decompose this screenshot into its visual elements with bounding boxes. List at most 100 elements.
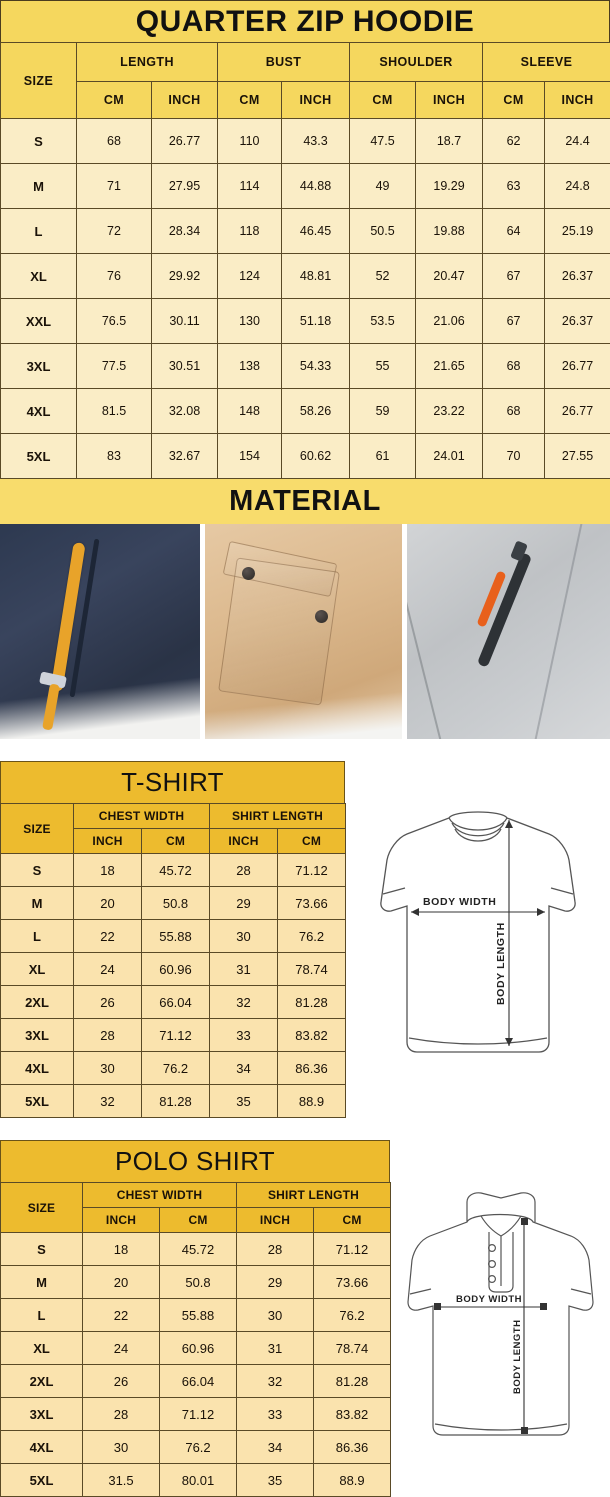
tshirt-row-size: 3XL [1,1019,74,1052]
polo-header-unit-3: CM [314,1208,391,1233]
tshirt-cell: 33 [210,1019,278,1052]
hoodie-cell: 77.5 [77,344,152,389]
hoodie-cell: 32.08 [152,389,218,434]
tshirt-row-size: 2XL [1,986,74,1019]
tshirt-cell: 28 [210,854,278,887]
hoodie-cell: 51.18 [282,299,350,344]
hoodie-cell: 32.67 [152,434,218,479]
tshirt-header-size: SIZE [1,804,74,854]
hoodie-cell: 118 [218,209,282,254]
polo-cell: 55.88 [160,1299,237,1332]
hoodie-cell: 70 [483,434,545,479]
tshirt-row-size: XL [1,953,74,986]
hoodie-header-unit-1: INCH [152,82,218,119]
hoodie-row-size: 4XL [1,389,77,434]
tshirt-cell: 71.12 [278,854,346,887]
polo-cell: 71.12 [314,1233,391,1266]
grey-fleece-orange-zip-photo [407,524,610,739]
polo-row-size: L [1,1299,83,1332]
tshirt-cell: 60.96 [142,953,210,986]
polo-cell: 81.28 [314,1365,391,1398]
polo-cell: 32 [237,1365,314,1398]
polo-cell: 35 [237,1464,314,1497]
hoodie-header-group-length: LENGTH [77,43,218,82]
tshirt-title: T-SHIRT [0,761,345,803]
tshirt-cell: 18 [74,854,142,887]
polo-cell: 33 [237,1398,314,1431]
tshirt-table-head: SIZE CHEST WIDTH SHIRT LENGTH INCH CM IN… [1,804,346,854]
tshirt-cell: 73.66 [278,887,346,920]
polo-cell: 50.8 [160,1266,237,1299]
polo-section: POLO SHIRT SIZE CHEST WIDTH SHIRT LENGTH… [0,1140,610,1497]
hoodie-cell: 46.45 [282,209,350,254]
tshirt-cell: 22 [74,920,142,953]
hoodie-row-size: 3XL [1,344,77,389]
hoodie-cell: 27.55 [545,434,610,479]
polo-cell: 30 [83,1431,160,1464]
hoodie-header-group-bust: BUST [218,43,350,82]
polo-cell: 26 [83,1365,160,1398]
tshirt-cell: 81.28 [278,986,346,1019]
polo-cell: 18 [83,1233,160,1266]
polo-cell: 29 [237,1266,314,1299]
hoodie-cell: 30.11 [152,299,218,344]
tshirt-cell: 35 [210,1085,278,1118]
hoodie-cell: 76.5 [77,299,152,344]
hoodie-row-size: M [1,164,77,209]
polo-illustration: BODY WIDTH BODY LENGTH [393,1176,608,1461]
polo-group-header-row: SIZE CHEST WIDTH SHIRT LENGTH [1,1183,391,1208]
tshirt-cell: 88.9 [278,1085,346,1118]
hoodie-cell: 43.3 [282,119,350,164]
polo-cell: 28 [83,1398,160,1431]
tshirt-cell: 20 [74,887,142,920]
polo-row-size: 5XL [1,1464,83,1497]
tshirt-section: T-SHIRT SIZE CHEST WIDTH SHIRT LENGTH IN… [0,761,610,1118]
tshirt-cell: 71.12 [142,1019,210,1052]
polo-cell: 80.01 [160,1464,237,1497]
tshirt-cell: 83.82 [278,1019,346,1052]
polo-cell: 86.36 [314,1431,391,1464]
hoodie-cell: 19.29 [416,164,483,209]
hoodie-cell: 154 [218,434,282,479]
polo-cell: 28 [237,1233,314,1266]
tshirt-cell: 66.04 [142,986,210,1019]
tshirt-header-unit-0: INCH [74,829,142,854]
tshirt-table-wrap: T-SHIRT SIZE CHEST WIDTH SHIRT LENGTH IN… [0,761,345,1118]
tshirt-cell: 86.36 [278,1052,346,1085]
hoodie-cell: 130 [218,299,282,344]
tshirt-cell: 32 [74,1085,142,1118]
hoodie-cell: 114 [218,164,282,209]
polo-diagram: BODY WIDTH BODY LENGTH [390,1140,610,1497]
hoodie-cell: 26.77 [545,389,610,434]
polo-row-size: 3XL [1,1398,83,1431]
polo-cell: 31 [237,1332,314,1365]
hoodie-title: QUARTER ZIP HOODIE [0,0,610,42]
polo-cell: 60.96 [160,1332,237,1365]
polo-size-table: SIZE CHEST WIDTH SHIRT LENGTH INCH CM IN… [0,1182,391,1497]
tshirt-header-unit-1: CM [142,829,210,854]
hoodie-cell: 23.22 [416,389,483,434]
polo-cell: 78.74 [314,1332,391,1365]
polo-header-size: SIZE [1,1183,83,1233]
tshirt-cell: 34 [210,1052,278,1085]
tshirt-header-group-chest: CHEST WIDTH [74,804,210,829]
tshirt-cell: 31 [210,953,278,986]
tshirt-diagram: BODY WIDTH BODY LENGTH [345,761,610,1118]
polo-row-size: S [1,1233,83,1266]
polo-cell: 88.9 [314,1464,391,1497]
hoodie-cell: 54.33 [282,344,350,389]
hoodie-cell: 18.7 [416,119,483,164]
